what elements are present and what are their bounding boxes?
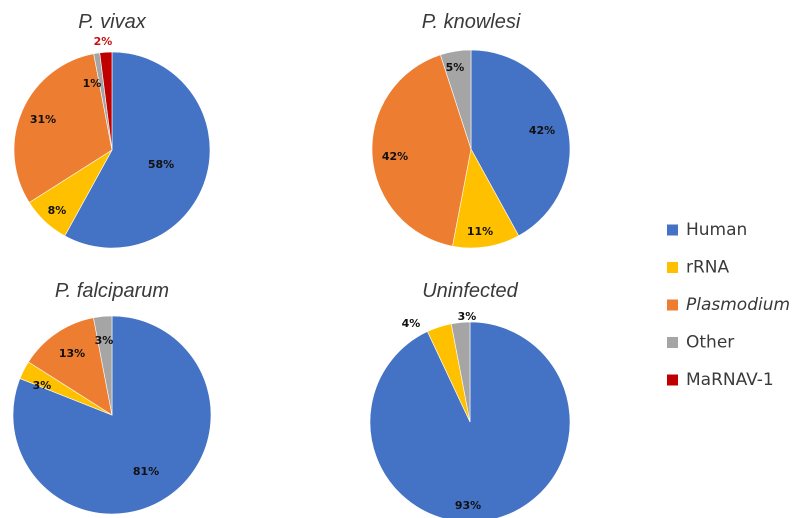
pie-chart-p-falciparum: P. falciparum 81% 3% 13% 3% <box>12 280 212 515</box>
legend-label: MaRNAV-1 <box>686 370 774 390</box>
pie-chart-p-knowlesi: P. knowlesi 42% 11% 42% 5% <box>371 11 571 249</box>
data-label-plasmodium: 13% <box>59 347 85 360</box>
chart-title: P. knowlesi <box>422 11 521 33</box>
charts-layer: P. vivax 58% 8% 31% 1% 2% P. knowlesi 42% 11% 42%… <box>12 11 571 518</box>
pie-slice-other <box>450 321 471 423</box>
data-label-other: 5% <box>446 61 465 74</box>
data-label-human: 42% <box>529 124 555 137</box>
data-label-other: 1% <box>83 77 102 90</box>
data-label-human: 93% <box>455 499 481 512</box>
data-label-human: 81% <box>133 465 159 478</box>
pie-chart-p-vivax: P. vivax 58% 8% 31% 1% 2% <box>13 11 211 249</box>
data-label-rrna: 11% <box>467 225 493 238</box>
data-label-marnav-1: 2% <box>94 35 113 48</box>
data-label-human: 58% <box>148 158 174 171</box>
data-label-rrna: 8% <box>48 204 67 217</box>
pie-slice-other <box>93 315 113 416</box>
pie-slice-plasmodium <box>371 54 472 247</box>
data-label-rrna: 4% <box>402 317 421 330</box>
legend-item-rrna: rRNA <box>667 258 730 278</box>
chart-title: P. falciparum <box>55 280 169 302</box>
legend-swatch <box>667 337 678 348</box>
legend-swatch <box>667 262 678 273</box>
data-label-other: 3% <box>95 334 114 347</box>
legend-label: Other <box>686 333 734 353</box>
pie-slice-human <box>64 51 211 249</box>
legend-swatch <box>667 224 678 236</box>
chart-title: Uninfected <box>422 280 518 302</box>
legend-item-marnav-1: MaRNAV-1 <box>667 370 774 390</box>
chart-title: P. vivax <box>78 11 146 33</box>
data-label-other: 3% <box>458 310 477 323</box>
legend-item-human: Human <box>667 220 747 240</box>
legend-swatch <box>667 299 678 311</box>
legend-item-plasmodium: Plasmodium <box>667 295 790 315</box>
data-label-plasmodium: 42% <box>382 150 408 163</box>
legend-label: Human <box>686 220 747 240</box>
data-label-plasmodium: 31% <box>30 113 56 126</box>
pie-slice-plasmodium <box>13 53 113 203</box>
pie-slice-other <box>440 49 472 150</box>
legend-label: rRNA <box>686 258 730 278</box>
pie-slice-human <box>470 49 571 237</box>
legend-label: Plasmodium <box>686 295 790 315</box>
legend-item-other: Other <box>667 333 734 353</box>
legend: Human rRNA Plasmodium Other MaRNAV-1 <box>667 220 790 390</box>
pie-chart-uninfected: Uninfected 93% 4% 3% <box>369 280 571 518</box>
pie-slice-rrna <box>452 148 520 249</box>
data-label-rrna: 3% <box>33 379 52 392</box>
pie-slice-marnav-1 <box>99 51 113 151</box>
pie-slice-plasmodium <box>27 317 113 416</box>
legend-swatch <box>667 374 678 386</box>
